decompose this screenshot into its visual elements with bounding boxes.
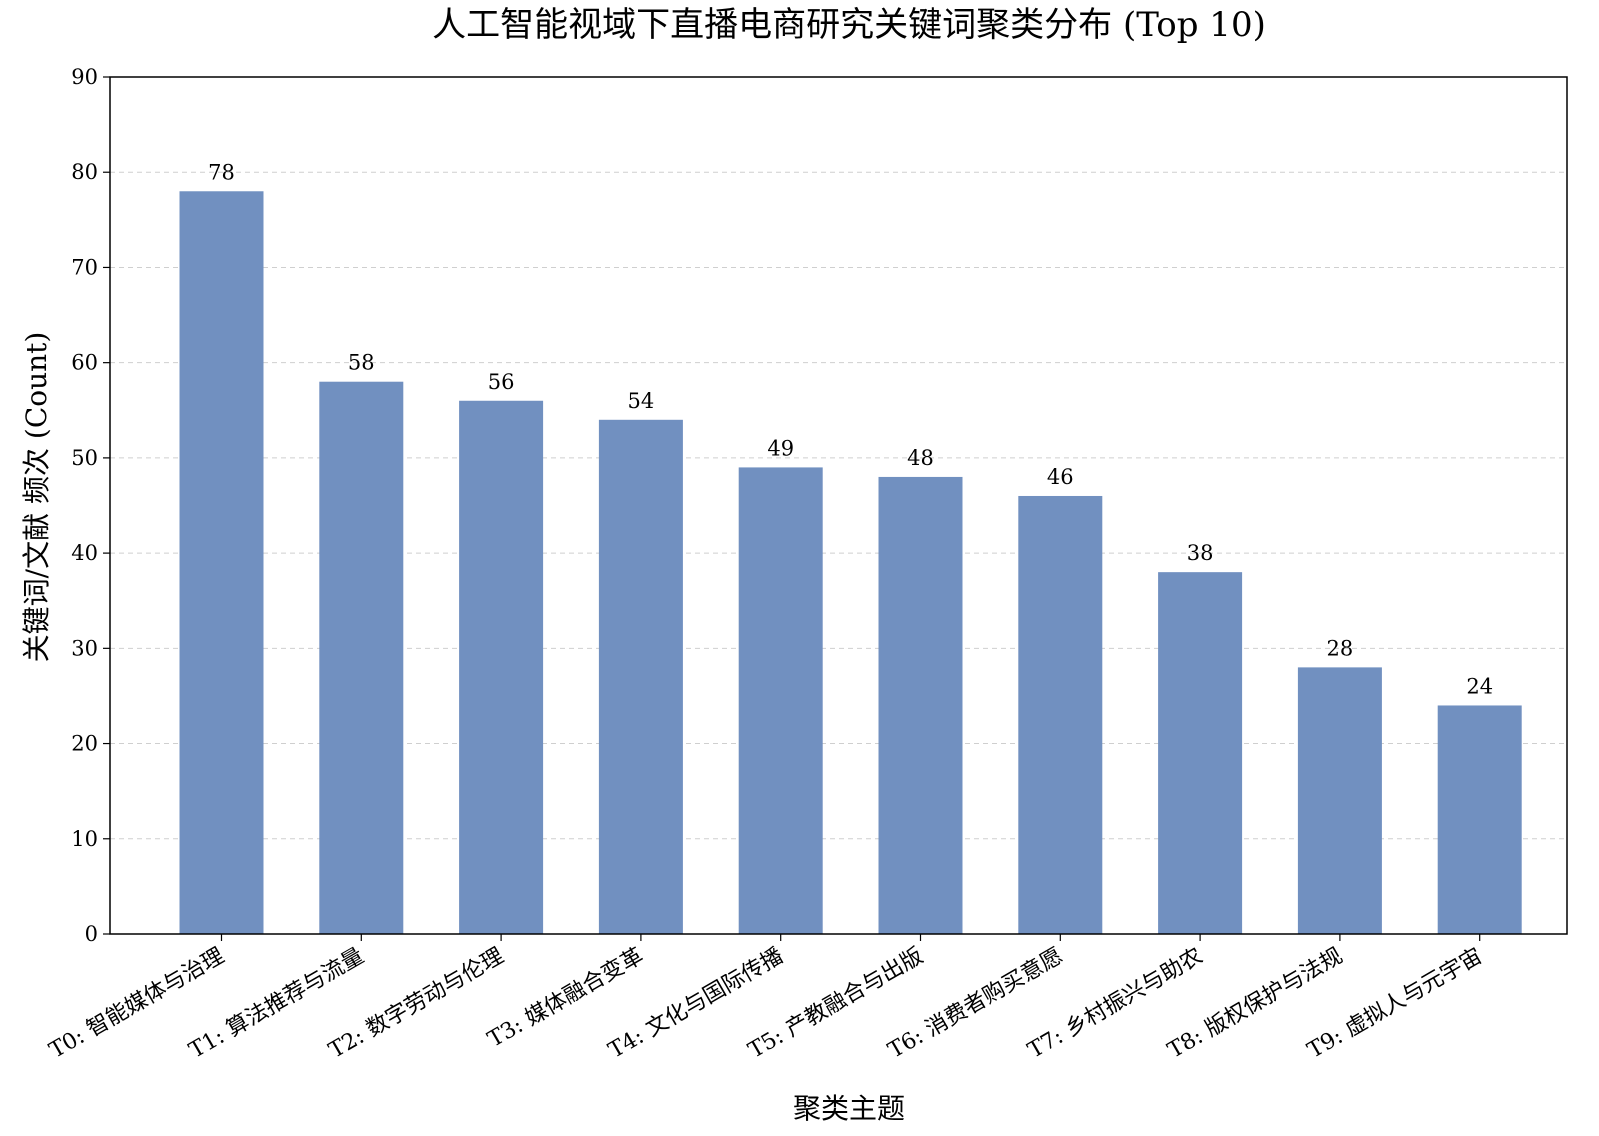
data-label: 48 xyxy=(907,446,934,470)
bar xyxy=(878,476,963,934)
y-tick-label: 80 xyxy=(71,160,98,184)
bar xyxy=(598,419,683,934)
y-tick-label: 10 xyxy=(71,827,98,851)
data-label: 56 xyxy=(488,370,515,394)
data-label: 58 xyxy=(348,351,375,375)
bar xyxy=(1437,705,1522,934)
data-label: 28 xyxy=(1327,636,1354,660)
bar xyxy=(179,191,264,934)
x-axis-label: 聚类主题 xyxy=(793,1092,905,1125)
bar xyxy=(1158,572,1243,934)
data-label: 46 xyxy=(1047,465,1074,489)
bar xyxy=(319,381,404,934)
y-axis-label: 关键词/文献 频次 (Count) xyxy=(20,332,53,663)
bar xyxy=(1297,667,1382,934)
bar xyxy=(1018,495,1103,934)
data-label: 49 xyxy=(767,436,794,460)
y-tick-label: 70 xyxy=(71,255,98,279)
y-tick-label: 50 xyxy=(71,446,98,470)
bars xyxy=(179,191,1522,934)
chart-title: 人工智能视域下直播电商研究关键词聚类分布 (Top 10) xyxy=(432,5,1266,45)
data-label: 38 xyxy=(1187,541,1214,565)
data-label: 24 xyxy=(1466,674,1493,698)
y-tick-label: 0 xyxy=(85,922,98,946)
value-labels: 78 58 56 54 49 48 46 38 28 24 xyxy=(208,160,1493,698)
data-label: 78 xyxy=(208,160,235,184)
y-tick-label: 30 xyxy=(71,636,98,660)
bar xyxy=(738,467,823,934)
data-label: 54 xyxy=(628,389,655,413)
y-tick-label: 40 xyxy=(71,541,98,565)
plot-frame xyxy=(109,76,1568,935)
y-axis: 0 10 20 30 40 50 60 70 80 90 xyxy=(71,65,110,946)
y-tick-label: 90 xyxy=(71,65,98,89)
y-tick-label: 60 xyxy=(71,351,98,375)
bar xyxy=(459,400,544,934)
y-tick-label: 20 xyxy=(71,732,98,756)
